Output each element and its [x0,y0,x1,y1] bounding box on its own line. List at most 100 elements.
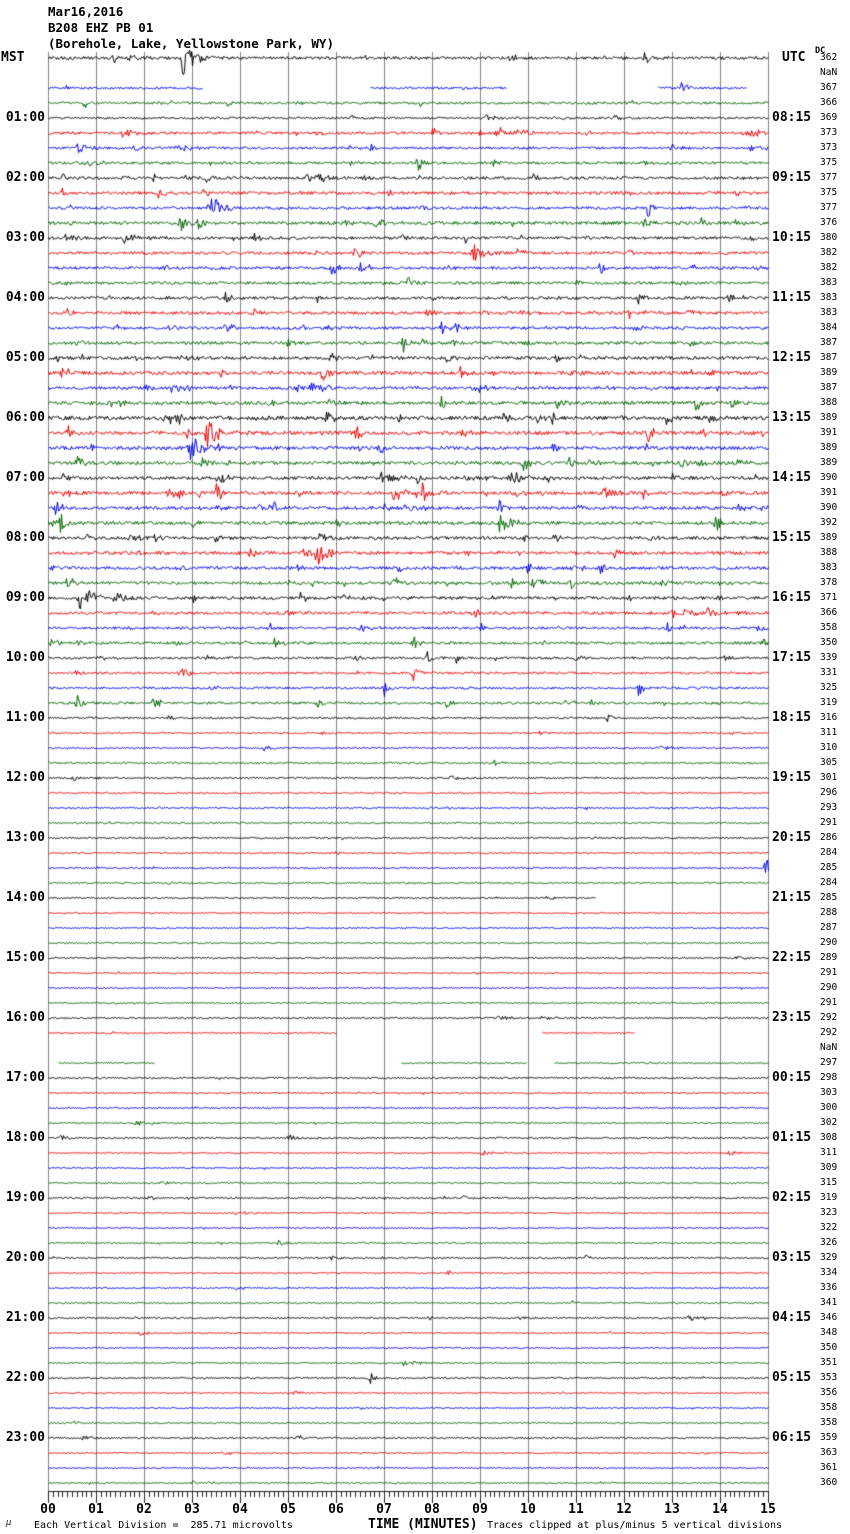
right-axis-header: UTC [782,50,806,65]
dc-value: 310 [820,742,838,753]
utc-label: 11:15 [772,290,812,305]
dc-value: 389 [820,367,838,378]
dc-column-header: DC [815,46,826,56]
dc-value: 334 [820,1267,838,1278]
dc-value: 377 [820,202,838,213]
dc-value: 309 [820,1162,838,1173]
dc-value: 287 [820,922,838,933]
dc-value: 311 [820,1147,838,1158]
utc-label: 17:15 [772,650,812,665]
dc-value: 389 [820,442,838,453]
dc-value: 292 [820,1012,838,1023]
dc-value: 389 [820,457,838,468]
x-tick-label: 09 [472,1502,488,1517]
dc-value: 378 [820,577,838,588]
watermark-glyph: µ [6,1518,12,1528]
dc-value: 298 [820,1072,838,1083]
mst-label: 07:00 [5,470,45,485]
dc-value: 308 [820,1132,838,1143]
utc-label: 00:15 [772,1070,812,1085]
x-tick-label: 08 [424,1502,440,1517]
dc-value: 358 [820,1417,838,1428]
dc-value: 387 [820,382,838,393]
dc-value: 382 [820,262,838,273]
utc-label: 14:15 [772,470,812,485]
dc-value: 351 [820,1357,838,1368]
dc-value: NaN [820,67,838,78]
x-tick-label: 05 [280,1502,296,1517]
dc-value: 383 [820,307,838,318]
mst-label: 01:00 [5,110,45,125]
dc-value: 348 [820,1327,838,1338]
mst-label: 09:00 [5,590,45,605]
dc-value: 325 [820,682,838,693]
utc-label: 22:15 [772,950,812,965]
x-tick-label: 00 [40,1502,56,1517]
mst-label: 10:00 [5,650,45,665]
dc-value: 286 [820,832,838,843]
mst-label: 21:00 [5,1310,45,1325]
mst-label: 14:00 [5,890,45,905]
dc-value: 323 [820,1207,838,1218]
dc-value: 387 [820,352,838,363]
dc-value: 350 [820,1342,838,1353]
mst-label: 20:00 [5,1250,45,1265]
utc-label: 03:15 [772,1250,812,1265]
mst-label: 08:00 [5,530,45,545]
dc-value: 389 [820,532,838,543]
dc-value: 302 [820,1117,838,1128]
dc-value: 376 [820,217,838,228]
utc-label: 18:15 [772,710,812,725]
utc-label: 12:15 [772,350,812,365]
mst-label: 12:00 [5,770,45,785]
dc-value: 293 [820,802,838,813]
dc-value: 358 [820,1402,838,1413]
dc-value: 292 [820,1027,838,1038]
x-tick-label: 02 [136,1502,152,1517]
mst-label: 17:00 [5,1070,45,1085]
dc-value: 390 [820,472,838,483]
dc-value: 362 [820,52,838,63]
x-tick-label: 11 [568,1502,584,1517]
dc-value: 297 [820,1057,838,1068]
dc-value: 353 [820,1372,838,1383]
dc-value: 383 [820,562,838,573]
utc-label: 16:15 [772,590,812,605]
dc-value: 384 [820,322,838,333]
mst-label: 05:00 [5,350,45,365]
utc-label: 02:15 [772,1190,812,1205]
dc-value: 346 [820,1312,838,1323]
dc-value: 377 [820,172,838,183]
dc-value: 331 [820,667,838,678]
dc-value: 389 [820,412,838,423]
dc-value: 284 [820,877,838,888]
x-tick-label: 10 [520,1502,536,1517]
dc-value: 290 [820,937,838,948]
mst-label: 03:00 [5,230,45,245]
dc-value: 326 [820,1237,838,1248]
dc-value: 383 [820,292,838,303]
dc-value: 392 [820,517,838,528]
utc-label: 08:15 [772,110,812,125]
dc-value: 319 [820,697,838,708]
dc-value: 336 [820,1282,838,1293]
dc-value: 288 [820,907,838,918]
mst-label: 18:00 [5,1130,45,1145]
title-date: Mar16,2016 [48,4,124,19]
dc-value: 366 [820,97,838,108]
utc-label: 15:15 [772,530,812,545]
dc-value: 383 [820,277,838,288]
mst-label: 04:00 [5,290,45,305]
x-tick-label: 06 [328,1502,344,1517]
dc-value: 350 [820,637,838,648]
dc-value: 285 [820,892,838,903]
dc-value: 371 [820,592,838,603]
utc-label: 01:15 [772,1130,812,1145]
x-tick-label: 14 [712,1502,728,1517]
dc-value: 360 [820,1477,838,1488]
dc-value: 322 [820,1222,838,1233]
footer-clipping-note: Traces clipped at plus/minus 5 vertical … [487,1520,783,1531]
title-station: B208 EHZ PB 01 [48,20,154,35]
dc-value: 291 [820,997,838,1008]
